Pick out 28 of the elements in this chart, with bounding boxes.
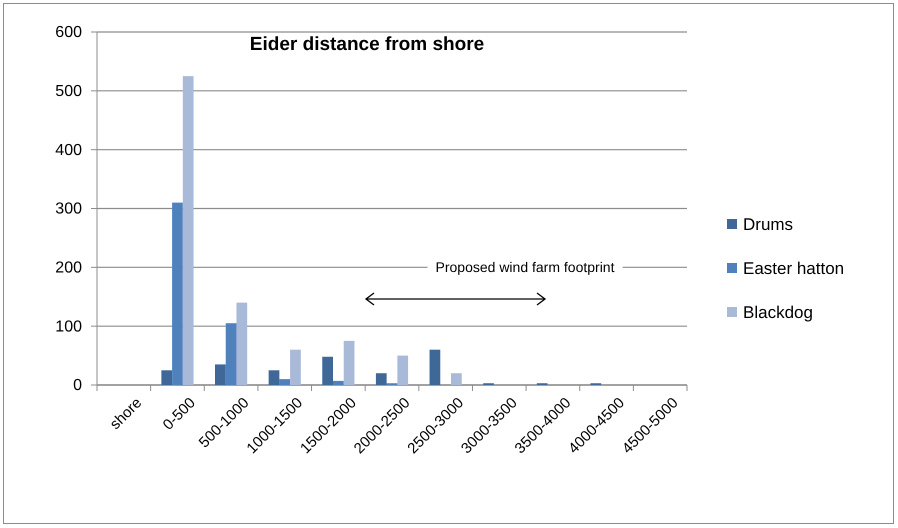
legend-label: Drums — [743, 215, 794, 234]
bar — [376, 373, 387, 385]
bar — [290, 350, 301, 385]
bar — [344, 340, 354, 385]
bar — [430, 350, 440, 385]
bar — [236, 302, 248, 385]
bar — [226, 323, 236, 385]
y-tick-label: 200 — [55, 259, 82, 276]
annotation: Proposed wind farm footprint — [436, 259, 615, 275]
y-tick-label: 0 — [73, 377, 82, 394]
bar — [333, 380, 344, 385]
bar — [322, 356, 333, 385]
y-tick-label: 100 — [55, 318, 82, 336]
bar — [182, 76, 194, 385]
legend-label: Blackdog — [743, 303, 813, 322]
legend-label: Easter hatton — [743, 259, 844, 278]
bar — [279, 379, 290, 385]
chart-title: Eider distance from shore — [250, 34, 484, 55]
bar — [268, 370, 280, 385]
y-tick-label: 300 — [55, 200, 82, 218]
bar — [172, 202, 183, 385]
bar — [215, 364, 226, 385]
bar — [451, 373, 462, 385]
y-tick-label: 500 — [55, 82, 82, 100]
bar — [161, 370, 172, 385]
bar — [397, 356, 408, 385]
y-tick-label: 400 — [55, 142, 82, 159]
y-tick-label: 600 — [55, 24, 82, 42]
